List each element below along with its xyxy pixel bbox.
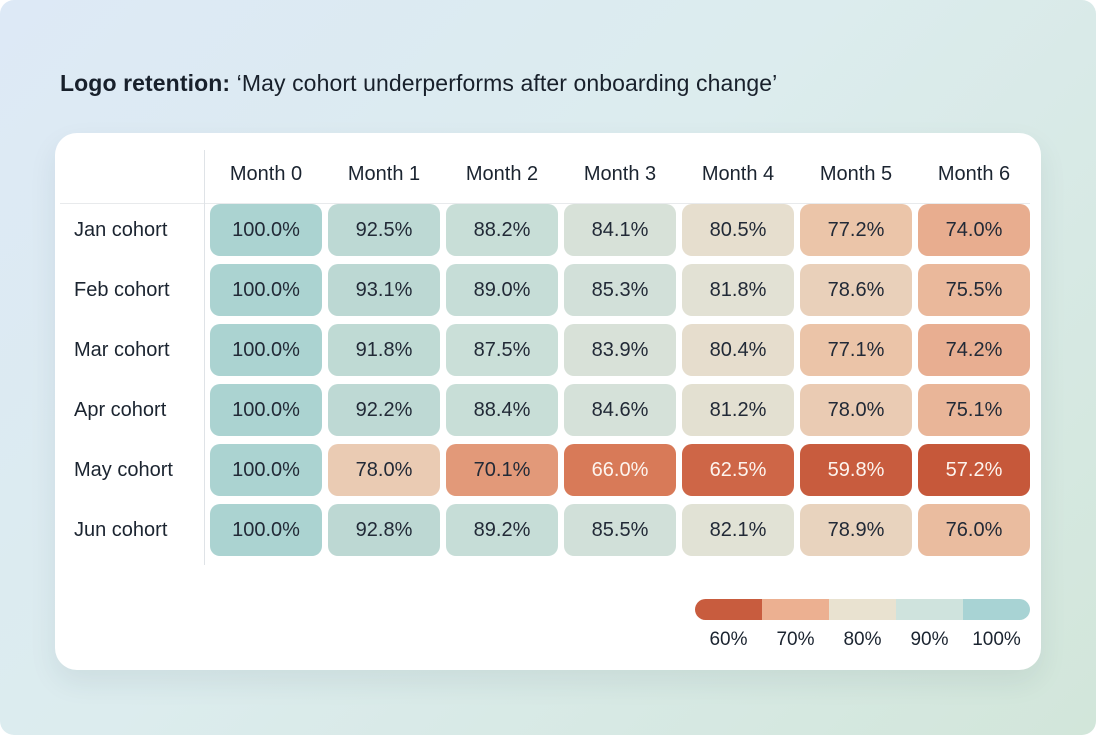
legend-label: 60% <box>709 629 748 650</box>
heatmap-cell: 57.2% <box>918 444 1030 496</box>
row-label: Jan cohort <box>74 218 168 241</box>
heatmap-cell: 89.2% <box>446 504 558 556</box>
heatmap-grid: Month 0 Month 1 Month 2 Month 3 Month 4 Month… <box>55 133 1030 556</box>
heatmap-cell: 85.5% <box>564 504 676 556</box>
row-label: Feb cohort <box>74 278 170 301</box>
heatmap-cell: 100.0% <box>210 444 322 496</box>
legend-label: 90% <box>910 629 949 650</box>
heatmap-cell: 77.1% <box>800 324 912 376</box>
heatmap-cell: 74.2% <box>918 324 1030 376</box>
heatmap-cell: 70.1% <box>446 444 558 496</box>
heatmap-cell: 100.0% <box>210 264 322 316</box>
row-label: Jun cohort <box>74 518 168 541</box>
color-legend-labels: 60% 70% 80% 90% 100% <box>695 629 1030 651</box>
legend-segment <box>695 599 762 620</box>
heatmap-cell: 88.4% <box>446 384 558 436</box>
legend-segment <box>896 599 963 620</box>
legend-label: 70% <box>776 629 815 650</box>
heatmap-cell: 74.0% <box>918 204 1030 256</box>
retention-heatmap-card: Month 0 Month 1 Month 2 Month 3 Month 4 Month… <box>55 133 1041 670</box>
row-label: May cohort <box>74 458 173 481</box>
heatmap-cell: 100.0% <box>210 324 322 376</box>
heatmap-cell: 77.2% <box>800 204 912 256</box>
heatmap-cell: 92.2% <box>328 384 440 436</box>
chart-title: Logo retention: ‘May cohort underperform… <box>60 68 777 98</box>
heatmap-cell: 76.0% <box>918 504 1030 556</box>
row-label: Apr cohort <box>74 398 167 421</box>
heatmap-cell: 80.5% <box>682 204 794 256</box>
header-divider-line <box>60 203 1030 204</box>
column-header: Month 5 <box>819 163 893 185</box>
heatmap-cell: 84.1% <box>564 204 676 256</box>
column-header: Month 0 <box>229 163 303 185</box>
heatmap-cell: 59.8% <box>800 444 912 496</box>
legend-segment <box>829 599 896 620</box>
legend-segment <box>762 599 829 620</box>
heatmap-cell: 81.8% <box>682 264 794 316</box>
heatmap-cell: 75.5% <box>918 264 1030 316</box>
heatmap-cell: 100.0% <box>210 204 322 256</box>
row-label: Mar cohort <box>74 338 170 361</box>
heatmap-cell: 92.8% <box>328 504 440 556</box>
heatmap-cell: 87.5% <box>446 324 558 376</box>
chart-title-prefix: Logo retention: <box>60 70 231 96</box>
chart-title-rest: ‘May cohort underperforms after onboardi… <box>230 70 778 96</box>
heatmap-cell: 93.1% <box>328 264 440 316</box>
heatmap-cell: 81.2% <box>682 384 794 436</box>
heatmap-cell: 88.2% <box>446 204 558 256</box>
column-header: Month 4 <box>701 163 775 185</box>
legend-label: 100% <box>972 629 1021 650</box>
heatmap-cell: 82.1% <box>682 504 794 556</box>
column-header: Month 1 <box>347 163 421 185</box>
column-header: Month 6 <box>937 163 1011 185</box>
label-column-divider-line <box>204 150 205 565</box>
heatmap-cell: 78.9% <box>800 504 912 556</box>
legend-label: 80% <box>843 629 882 650</box>
heatmap-cell: 80.4% <box>682 324 794 376</box>
heatmap-cell: 78.0% <box>800 384 912 436</box>
heatmap-cell: 92.5% <box>328 204 440 256</box>
heatmap-cell: 89.0% <box>446 264 558 316</box>
column-header: Month 2 <box>465 163 539 185</box>
color-legend-bar <box>695 599 1030 620</box>
legend-segment <box>963 599 1030 620</box>
heatmap-cell: 100.0% <box>210 504 322 556</box>
column-header: Month 3 <box>583 163 657 185</box>
heatmap-cell: 91.8% <box>328 324 440 376</box>
heatmap-cell: 78.6% <box>800 264 912 316</box>
heatmap-cell: 62.5% <box>682 444 794 496</box>
heatmap-cell: 75.1% <box>918 384 1030 436</box>
heatmap-cell: 66.0% <box>564 444 676 496</box>
heatmap-cell: 78.0% <box>328 444 440 496</box>
heatmap-cell: 83.9% <box>564 324 676 376</box>
heatmap-cell: 84.6% <box>564 384 676 436</box>
heatmap-cell: 85.3% <box>564 264 676 316</box>
heatmap-cell: 100.0% <box>210 384 322 436</box>
heatmap-corner-cell <box>55 133 204 196</box>
